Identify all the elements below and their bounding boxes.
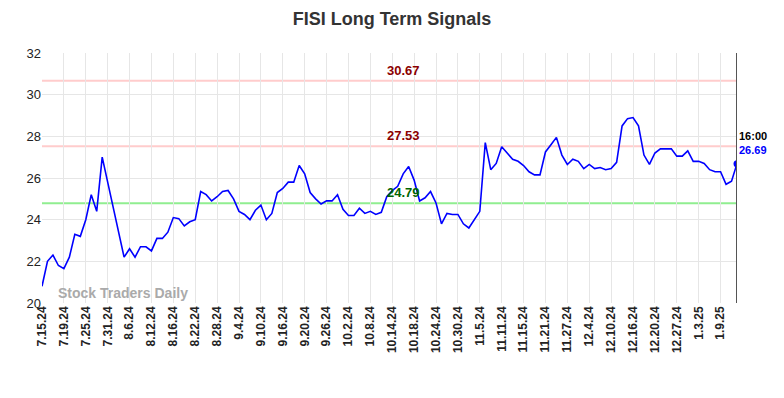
svg-text:12.16.24: 12.16.24 <box>626 306 640 353</box>
svg-text:9.26.24: 9.26.24 <box>319 306 333 346</box>
svg-text:16:00: 16:00 <box>739 130 767 142</box>
svg-text:7.25.24: 7.25.24 <box>79 306 93 346</box>
svg-text:26: 26 <box>27 171 41 186</box>
svg-text:11.11.24: 11.11.24 <box>495 306 509 352</box>
svg-text:9.4.24: 9.4.24 <box>232 306 246 340</box>
svg-text:Stock Traders Daily: Stock Traders Daily <box>58 285 188 301</box>
svg-text:FISI Long Term Signals: FISI Long Term Signals <box>293 9 492 29</box>
svg-text:11.5.24: 11.5.24 <box>473 306 487 346</box>
svg-text:30: 30 <box>27 87 41 102</box>
svg-text:8.12.24: 8.12.24 <box>144 306 158 346</box>
svg-text:26.69: 26.69 <box>739 144 767 156</box>
svg-text:30.67: 30.67 <box>387 63 420 78</box>
svg-text:28: 28 <box>27 129 41 144</box>
svg-text:10.14.24: 10.14.24 <box>385 306 399 353</box>
svg-text:7.31.24: 7.31.24 <box>101 306 115 346</box>
svg-text:8.16.24: 8.16.24 <box>166 306 180 346</box>
svg-text:11.15.24: 11.15.24 <box>516 306 530 352</box>
svg-text:20: 20 <box>27 296 41 311</box>
svg-text:11.27.24: 11.27.24 <box>560 306 574 352</box>
svg-text:1.3.25: 1.3.25 <box>692 306 706 340</box>
svg-text:12.20.24: 12.20.24 <box>648 306 662 353</box>
svg-text:9.20.24: 9.20.24 <box>298 306 312 346</box>
svg-text:27.53: 27.53 <box>387 128 420 143</box>
svg-text:9.10.24: 9.10.24 <box>254 306 268 346</box>
svg-text:1.9.25: 1.9.25 <box>713 306 727 340</box>
svg-text:11.21.24: 11.21.24 <box>538 306 552 352</box>
svg-text:32: 32 <box>27 46 41 61</box>
svg-text:8.28.24: 8.28.24 <box>210 306 224 346</box>
svg-text:22: 22 <box>27 254 41 269</box>
svg-text:10.18.24: 10.18.24 <box>407 306 421 353</box>
svg-text:10.24.24: 10.24.24 <box>429 306 443 353</box>
svg-text:12.10.24: 12.10.24 <box>604 306 618 353</box>
svg-text:24.79: 24.79 <box>387 185 420 200</box>
svg-text:10.30.24: 10.30.24 <box>451 306 465 353</box>
svg-text:7.19.24: 7.19.24 <box>57 306 71 346</box>
svg-text:24: 24 <box>27 212 41 227</box>
svg-text:8.6.24: 8.6.24 <box>122 306 136 340</box>
svg-text:8.22.24: 8.22.24 <box>188 306 202 346</box>
svg-text:9.16.24: 9.16.24 <box>276 306 290 346</box>
svg-text:10.2.24: 10.2.24 <box>341 306 355 346</box>
svg-text:12.27.24: 12.27.24 <box>670 306 684 353</box>
svg-text:12.4.24: 12.4.24 <box>582 306 596 346</box>
svg-text:7.15.24: 7.15.24 <box>35 306 49 346</box>
svg-text:10.8.24: 10.8.24 <box>363 306 377 346</box>
